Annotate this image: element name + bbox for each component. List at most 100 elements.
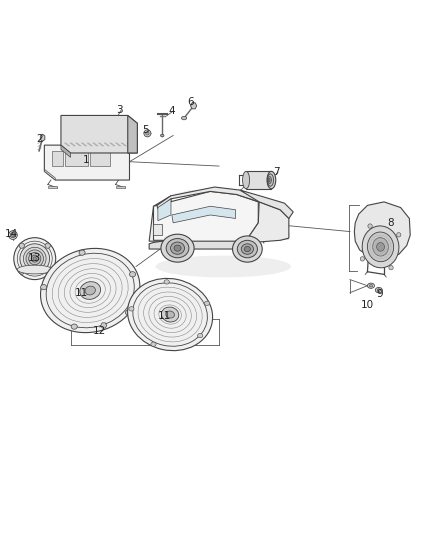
Polygon shape: [245, 202, 289, 242]
Ellipse shape: [155, 256, 291, 277]
Polygon shape: [246, 171, 272, 189]
Polygon shape: [116, 143, 121, 146]
Ellipse shape: [237, 240, 258, 258]
Polygon shape: [240, 190, 293, 219]
Text: 14: 14: [4, 229, 18, 239]
Ellipse shape: [85, 286, 95, 295]
Ellipse shape: [23, 247, 46, 270]
Ellipse shape: [369, 285, 373, 287]
Ellipse shape: [205, 301, 210, 305]
Polygon shape: [104, 143, 110, 146]
Text: 1: 1: [82, 155, 89, 165]
Ellipse shape: [160, 134, 164, 137]
Ellipse shape: [79, 250, 85, 255]
Polygon shape: [149, 196, 171, 241]
Polygon shape: [61, 116, 138, 153]
Ellipse shape: [241, 244, 254, 254]
Ellipse shape: [268, 174, 274, 186]
Text: 11: 11: [75, 288, 88, 298]
Ellipse shape: [80, 281, 101, 300]
Ellipse shape: [174, 245, 181, 251]
Text: 2: 2: [37, 134, 43, 144]
Polygon shape: [70, 143, 75, 146]
Polygon shape: [44, 145, 130, 180]
Polygon shape: [99, 143, 104, 146]
Polygon shape: [157, 187, 259, 209]
Ellipse shape: [268, 179, 270, 182]
Ellipse shape: [166, 311, 174, 318]
Ellipse shape: [362, 226, 399, 268]
Ellipse shape: [161, 234, 194, 262]
Ellipse shape: [41, 285, 47, 290]
Ellipse shape: [33, 257, 36, 261]
Polygon shape: [128, 116, 138, 153]
Polygon shape: [48, 185, 57, 188]
Ellipse shape: [267, 171, 276, 189]
Polygon shape: [76, 143, 81, 146]
Polygon shape: [93, 143, 98, 146]
Ellipse shape: [146, 132, 149, 135]
Ellipse shape: [26, 250, 43, 268]
Polygon shape: [101, 323, 107, 328]
Polygon shape: [52, 151, 63, 166]
Polygon shape: [149, 241, 245, 249]
Ellipse shape: [31, 255, 38, 262]
Ellipse shape: [129, 306, 134, 311]
Ellipse shape: [170, 242, 184, 254]
Ellipse shape: [9, 231, 17, 239]
Text: 4: 4: [169, 106, 175, 116]
Text: 7: 7: [273, 167, 280, 177]
Ellipse shape: [144, 130, 151, 137]
Ellipse shape: [17, 265, 52, 274]
Ellipse shape: [375, 287, 382, 293]
Polygon shape: [61, 145, 71, 157]
Polygon shape: [191, 103, 197, 109]
Text: 6: 6: [188, 97, 194, 107]
Polygon shape: [172, 206, 236, 223]
Ellipse shape: [71, 324, 77, 329]
Ellipse shape: [164, 280, 170, 284]
Text: 13: 13: [28, 253, 41, 263]
Ellipse shape: [233, 236, 262, 262]
Ellipse shape: [181, 116, 187, 120]
Polygon shape: [110, 143, 115, 146]
Ellipse shape: [127, 278, 212, 351]
Polygon shape: [65, 151, 88, 166]
Ellipse shape: [268, 176, 272, 183]
Ellipse shape: [162, 307, 179, 322]
Ellipse shape: [367, 283, 374, 288]
Polygon shape: [40, 134, 45, 141]
Polygon shape: [121, 143, 127, 146]
Ellipse shape: [41, 248, 140, 333]
Polygon shape: [81, 143, 87, 146]
Ellipse shape: [130, 272, 136, 277]
Ellipse shape: [11, 232, 15, 238]
Ellipse shape: [12, 234, 14, 236]
Ellipse shape: [45, 269, 50, 274]
Ellipse shape: [377, 243, 385, 251]
Ellipse shape: [151, 342, 156, 346]
Ellipse shape: [19, 243, 25, 248]
Ellipse shape: [367, 232, 394, 262]
Polygon shape: [64, 143, 70, 146]
Ellipse shape: [360, 257, 364, 261]
Ellipse shape: [389, 265, 393, 270]
Text: 10: 10: [361, 300, 374, 310]
Ellipse shape: [166, 239, 189, 258]
Polygon shape: [127, 143, 132, 146]
Text: 8: 8: [387, 218, 393, 228]
Text: 11: 11: [158, 311, 171, 321]
Ellipse shape: [368, 224, 372, 228]
Text: 12: 12: [93, 326, 106, 336]
Polygon shape: [354, 202, 410, 259]
Ellipse shape: [19, 269, 25, 274]
Ellipse shape: [28, 253, 41, 265]
Ellipse shape: [244, 246, 251, 252]
Text: 9: 9: [376, 289, 382, 299]
Polygon shape: [44, 169, 55, 180]
Polygon shape: [153, 191, 258, 242]
Text: 5: 5: [142, 125, 149, 135]
Polygon shape: [116, 185, 125, 188]
Polygon shape: [90, 151, 110, 166]
Ellipse shape: [14, 238, 56, 280]
